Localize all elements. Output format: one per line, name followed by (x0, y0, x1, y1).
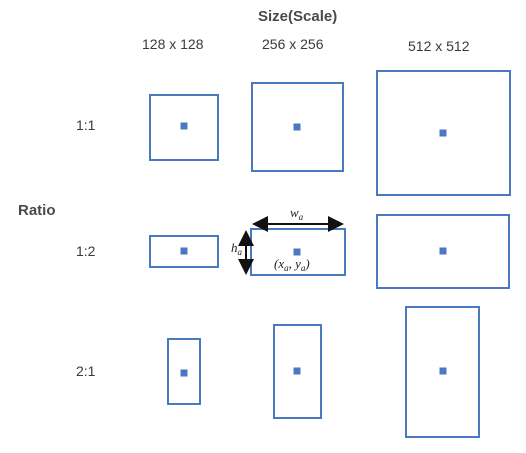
row-label-1-2: 1:2 (76, 243, 96, 259)
anchor-center-2-1-512 (439, 367, 447, 375)
anchor-center-1-2-256 (293, 248, 301, 256)
anchor-center-2-1-128 (180, 369, 188, 377)
row-label-1-1: 1:1 (76, 117, 96, 133)
anchor-center-1-1-256 (293, 123, 301, 131)
anchor-center-1-1-512 (439, 129, 447, 137)
center-coordinate-label: (xa, ya) (274, 256, 310, 273)
anchor-center-2-1-256 (293, 367, 301, 375)
anchor-center-1-2-128 (180, 247, 188, 255)
anchor-center-1-1-128 (180, 122, 188, 130)
column-header-512: 512 x 512 (408, 38, 470, 54)
height-label: ha (231, 240, 243, 257)
width-label: wa (290, 205, 304, 222)
anchor-center-1-2-512 (439, 247, 447, 255)
size-scale-title: Size(Scale) (258, 8, 338, 25)
row-label-2-1: 2:1 (76, 363, 96, 379)
ratio-axis-label: Ratio (18, 202, 56, 219)
column-header-128: 128 x 128 (142, 36, 204, 52)
column-header-256: 256 x 256 (262, 36, 324, 52)
